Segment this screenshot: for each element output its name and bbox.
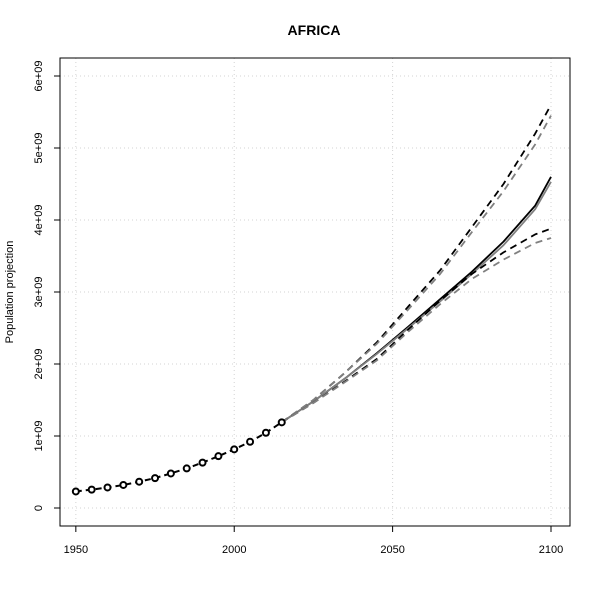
- x-tick-label-2: 2050: [380, 544, 404, 556]
- projection-line-3: [281, 115, 552, 424]
- observed-point-1: [87, 485, 96, 494]
- y-tick-label-0: 0: [33, 505, 45, 511]
- observed-line: [75, 421, 283, 493]
- y-axis-label: Population projection: [4, 241, 16, 344]
- observed-point-9: [214, 452, 223, 461]
- y-tick-label-6: 6e+09: [33, 61, 45, 92]
- grid: [60, 58, 570, 526]
- x-tick-label-0: 1950: [64, 544, 88, 556]
- observed-point-5: [151, 474, 160, 483]
- y-tick-label-1: 1e+09: [33, 421, 45, 452]
- observed-point-4: [135, 477, 144, 486]
- y-tick-label-4: 4e+09: [33, 205, 45, 236]
- projection-line-1: [281, 181, 552, 424]
- projection-line-2: [281, 104, 552, 424]
- observed-point-3: [119, 480, 128, 489]
- x-tick-label-3: 2100: [539, 544, 563, 556]
- y-tick-label-3: 3e+09: [33, 277, 45, 308]
- observed-point-2: [103, 483, 112, 492]
- plot-frame: [59, 57, 571, 527]
- observed-point-6: [166, 469, 175, 478]
- chart-title: AFRICA: [288, 22, 341, 38]
- observed-point-8: [198, 458, 207, 467]
- series-lines: [281, 104, 552, 424]
- x-tick-label-1: 2000: [222, 544, 246, 556]
- observed-point-12: [261, 428, 270, 437]
- y-tick-label-2: 2e+09: [33, 349, 45, 380]
- y-tick-label-5: 5e+09: [33, 133, 45, 164]
- axis-ticks: 1950 2000 2050 2100 0 1e+09 2e+09 3e+09 4e+09 5e+…: [33, 61, 563, 556]
- projection-line-5: [281, 237, 552, 424]
- observed-series: [71, 418, 286, 496]
- observed-point-11: [246, 437, 255, 446]
- observed-point-10: [230, 445, 239, 454]
- observed-point-13: [277, 418, 286, 427]
- observed-point-7: [182, 464, 191, 473]
- observed-point-0: [71, 487, 80, 496]
